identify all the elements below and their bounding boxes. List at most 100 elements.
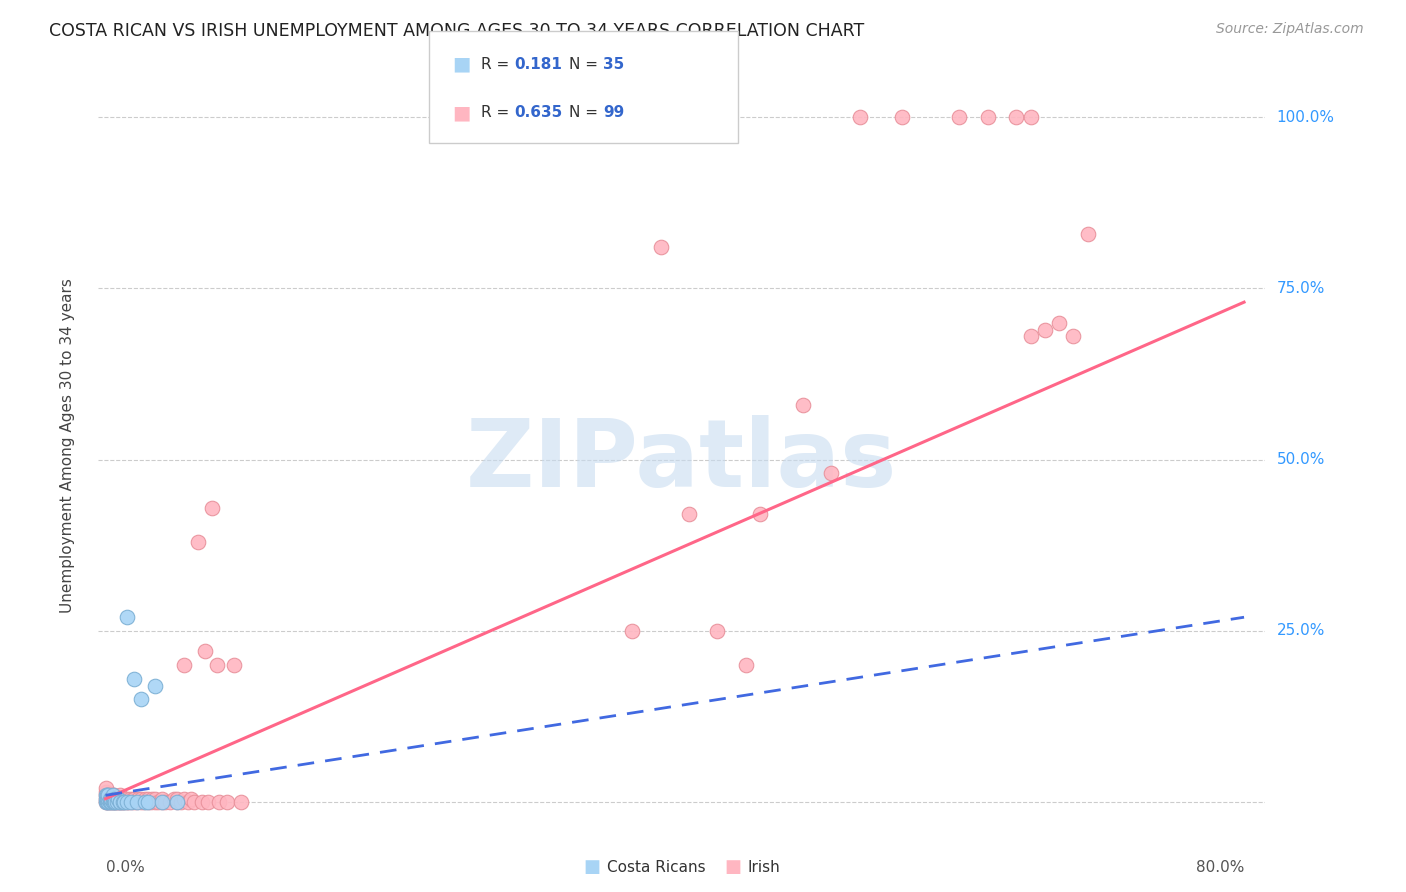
Point — [120, 795, 142, 809]
Point — [112, 795, 135, 809]
Point — [170, 795, 193, 809]
Point — [100, 795, 122, 809]
Point — [96, 791, 118, 805]
Point — [849, 110, 872, 124]
Point — [166, 795, 188, 809]
Point — [115, 791, 138, 805]
Text: N =: N = — [569, 105, 603, 120]
Point — [100, 791, 122, 805]
Text: 35: 35 — [603, 57, 624, 72]
Point — [977, 110, 1000, 124]
Point — [97, 791, 120, 805]
Point — [194, 644, 217, 658]
Point — [148, 795, 170, 809]
Point — [122, 791, 145, 805]
Point — [108, 795, 131, 809]
Point — [152, 791, 174, 805]
Point — [103, 789, 125, 803]
Text: N =: N = — [569, 57, 603, 72]
Text: 50.0%: 50.0% — [1277, 452, 1324, 467]
Point — [96, 791, 118, 805]
Point — [94, 791, 117, 805]
Point — [208, 795, 231, 809]
Point — [94, 781, 117, 796]
Text: 25.0%: 25.0% — [1277, 624, 1324, 639]
Point — [143, 679, 166, 693]
Point — [104, 795, 127, 809]
Point — [97, 789, 120, 803]
Point — [166, 795, 188, 809]
Point — [820, 467, 842, 481]
Point — [94, 791, 117, 805]
Point — [98, 791, 121, 805]
Point — [136, 795, 159, 809]
Point — [143, 791, 166, 805]
Point — [101, 795, 124, 809]
Point — [108, 795, 131, 809]
Point — [163, 791, 186, 805]
Point — [650, 240, 672, 254]
Text: 0.181: 0.181 — [515, 57, 562, 72]
Point — [96, 795, 118, 809]
Point — [94, 789, 117, 803]
Point — [215, 795, 238, 809]
Point — [101, 789, 124, 803]
Point — [143, 795, 166, 809]
Point — [115, 795, 138, 809]
Point — [191, 795, 214, 809]
Text: 75.0%: 75.0% — [1277, 281, 1324, 296]
Text: ZIPatlas: ZIPatlas — [467, 416, 897, 508]
Point — [108, 789, 131, 803]
Point — [104, 795, 127, 809]
Point — [136, 795, 159, 809]
Point — [121, 791, 143, 805]
Point — [94, 789, 117, 803]
Point — [155, 795, 177, 809]
Point — [110, 795, 132, 809]
Point — [159, 795, 181, 809]
Text: 100.0%: 100.0% — [1277, 110, 1334, 125]
Point — [139, 795, 162, 809]
Text: COSTA RICAN VS IRISH UNEMPLOYMENT AMONG AGES 30 TO 34 YEARS CORRELATION CHART: COSTA RICAN VS IRISH UNEMPLOYMENT AMONG … — [49, 22, 865, 40]
Point — [197, 795, 219, 809]
Point — [1005, 110, 1028, 124]
Point — [105, 791, 128, 805]
Point — [678, 508, 700, 522]
Point — [94, 795, 117, 809]
Point — [792, 398, 814, 412]
Point — [125, 795, 148, 809]
Point — [97, 791, 120, 805]
Point — [1076, 227, 1098, 241]
Point — [201, 500, 224, 515]
Point — [205, 658, 228, 673]
Point — [98, 789, 121, 803]
Point — [187, 534, 209, 549]
Text: 0.0%: 0.0% — [105, 860, 145, 875]
Point — [103, 791, 125, 805]
Point — [134, 791, 156, 805]
Point — [177, 795, 200, 809]
Point — [229, 795, 252, 809]
Point — [104, 791, 127, 805]
Point — [115, 795, 138, 809]
Point — [107, 791, 129, 805]
Point — [891, 110, 914, 124]
Point — [1062, 329, 1084, 343]
Point — [136, 791, 159, 805]
Point — [103, 795, 125, 809]
Point — [111, 795, 134, 809]
Point — [111, 791, 134, 805]
Text: ■: ■ — [453, 55, 471, 74]
Point — [108, 791, 131, 805]
Point — [621, 624, 644, 638]
Point — [97, 795, 120, 809]
Point — [98, 795, 121, 809]
Point — [1019, 329, 1042, 343]
Point — [98, 791, 121, 805]
Point — [125, 795, 148, 809]
Text: R =: R = — [481, 57, 515, 72]
Point — [101, 791, 124, 805]
Point — [1033, 322, 1056, 336]
Point — [122, 672, 145, 686]
Point — [115, 610, 138, 624]
